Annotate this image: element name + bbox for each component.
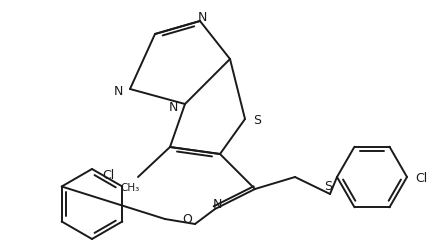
Text: Cl: Cl [102,168,115,181]
Text: CH₃: CH₃ [120,182,140,192]
Text: S: S [324,179,332,192]
Text: N: N [197,11,207,23]
Text: S: S [253,113,261,126]
Text: N: N [113,84,123,97]
Text: Cl: Cl [415,171,427,184]
Text: N: N [168,100,178,113]
Text: N: N [212,197,222,210]
Text: O: O [182,213,192,226]
